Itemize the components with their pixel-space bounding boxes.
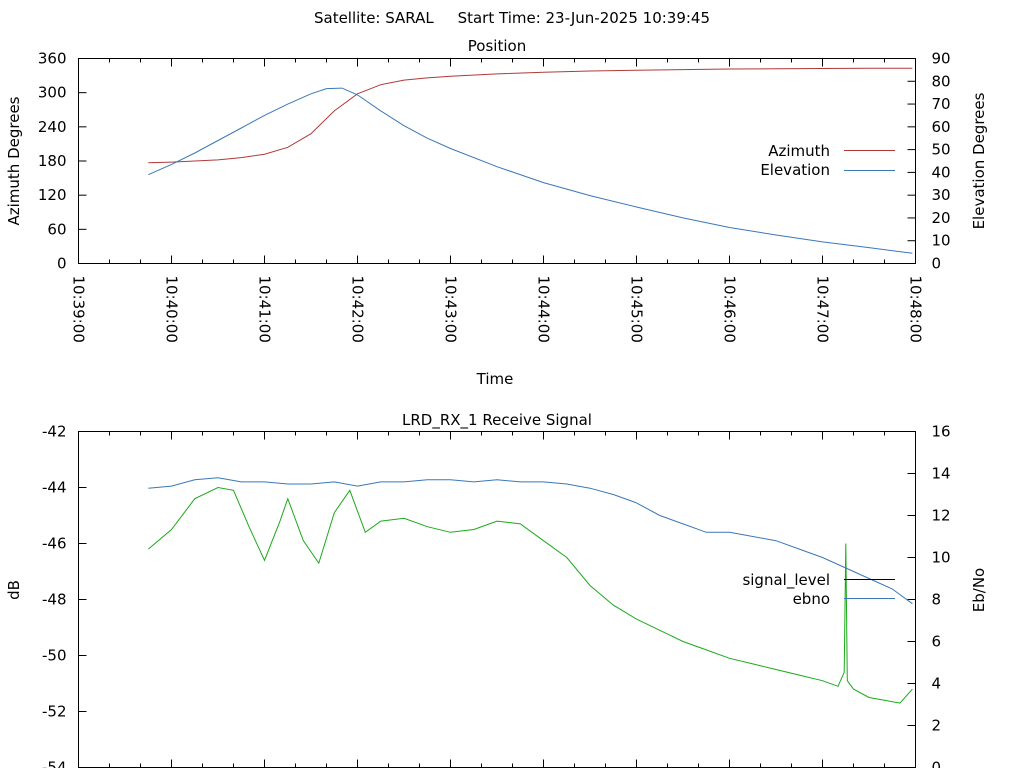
figure-title: Satellite: SARAL Start Time: 23-Jun-2025… (314, 9, 710, 27)
legend-signal-level-label: signal_level (742, 571, 830, 590)
y-tick-label: 60 (47, 220, 66, 238)
x-tick-label: 10:43:00 (442, 276, 460, 343)
y2-tick-label: 90 (932, 50, 951, 68)
position-y-axis-label: Azimuth Degrees (5, 96, 23, 225)
series-line-signal-level (147, 486, 913, 704)
y-tick-label: 120 (38, 186, 67, 204)
y-tick-label: -44 (42, 479, 67, 497)
receive-signal-chart: LRD_RX_1 Receive Signal -54-52-50-48-46-… (5, 411, 988, 768)
x-tick-label: 10:47:00 (814, 276, 832, 343)
x-tick-label: 10:42:00 (349, 276, 367, 343)
y2-tick-label: 70 (932, 95, 951, 113)
y-tick-label: -54 (42, 759, 67, 768)
y2-tick-label: 80 (932, 72, 951, 90)
y2-tick-label: 40 (932, 163, 951, 181)
y-tick-label: -48 (42, 591, 67, 609)
position-series (148, 67, 913, 254)
y2-tick-label: 14 (932, 465, 951, 483)
signal-chart-title: LRD_RX_1 Receive Signal (402, 411, 592, 430)
y2-tick-label: 10 (932, 549, 951, 567)
x-tick-label: 10:44:00 (535, 276, 553, 343)
x-tick-label: 10:40:00 (163, 276, 181, 343)
position-chart: Position 0 60 120 180 240 300 360 0 10 20 30 40 50 60… (5, 37, 988, 388)
y2-tick-label: 8 (932, 591, 942, 609)
y2-tick-label: 2 (932, 717, 942, 735)
x-tick-label: 10:41:00 (256, 276, 274, 343)
y2-tick-label: 4 (932, 675, 942, 693)
y2-tick-label: 12 (932, 507, 951, 525)
x-tick-label: 10:48:00 (907, 276, 925, 343)
legend-azimuth-label: Azimuth (768, 142, 830, 160)
position-ticks: 0 60 120 180 240 300 360 0 10 20 30 40 50 60 70 80 90 10:… (38, 50, 951, 343)
legend-ebno-label: ebno (793, 590, 830, 608)
position-legend: Azimuth Elevation (760, 142, 895, 179)
position-y2-axis-label: Elevation Degrees (970, 92, 988, 229)
y2-tick-label: 0 (932, 255, 942, 273)
y-tick-label: 240 (38, 118, 67, 136)
signal-ticks: -54 -52 -50 -48 -46 -44 -42 0 2 4 6 8 10 12 14 16 (42, 423, 951, 768)
signal-plot-frame (78, 431, 916, 768)
y-tick-label: -52 (42, 703, 67, 721)
y2-tick-label: 50 (932, 141, 951, 159)
y2-tick-label: 0 (932, 759, 942, 768)
y-tick-label: 0 (57, 255, 67, 273)
x-tick-label: 10:39:00 (70, 276, 88, 343)
y-tick-label: -46 (42, 535, 67, 553)
x-tick-label: 10:46:00 (721, 276, 739, 343)
series-line-elevation (148, 87, 913, 254)
y-tick-label: 360 (38, 50, 67, 68)
signal-legend: signal_level ebno (742, 571, 895, 608)
signal-series (147, 477, 913, 704)
series-line-azimuth (148, 67, 913, 164)
legend-elevation-label: Elevation (760, 161, 830, 179)
y2-tick-label: 10 (932, 232, 951, 250)
y-tick-label: -42 (42, 423, 67, 441)
y2-tick-label: 30 (932, 186, 951, 204)
signal-y2-axis-label: Eb/No (970, 568, 988, 612)
series-line-ebno (148, 477, 913, 605)
y-tick-label: -50 (42, 647, 67, 665)
position-chart-title: Position (468, 37, 526, 55)
position-x-axis-label: Time (476, 370, 514, 388)
y2-tick-label: 60 (932, 118, 951, 136)
y2-tick-label: 6 (932, 633, 942, 651)
y2-tick-label: 20 (932, 209, 951, 227)
signal-y-axis-label: dB (5, 580, 23, 600)
y2-tick-label: 16 (932, 423, 951, 441)
y-tick-label: 180 (38, 152, 67, 170)
x-tick-label: 10:45:00 (628, 276, 646, 343)
y-tick-label: 300 (38, 84, 67, 102)
